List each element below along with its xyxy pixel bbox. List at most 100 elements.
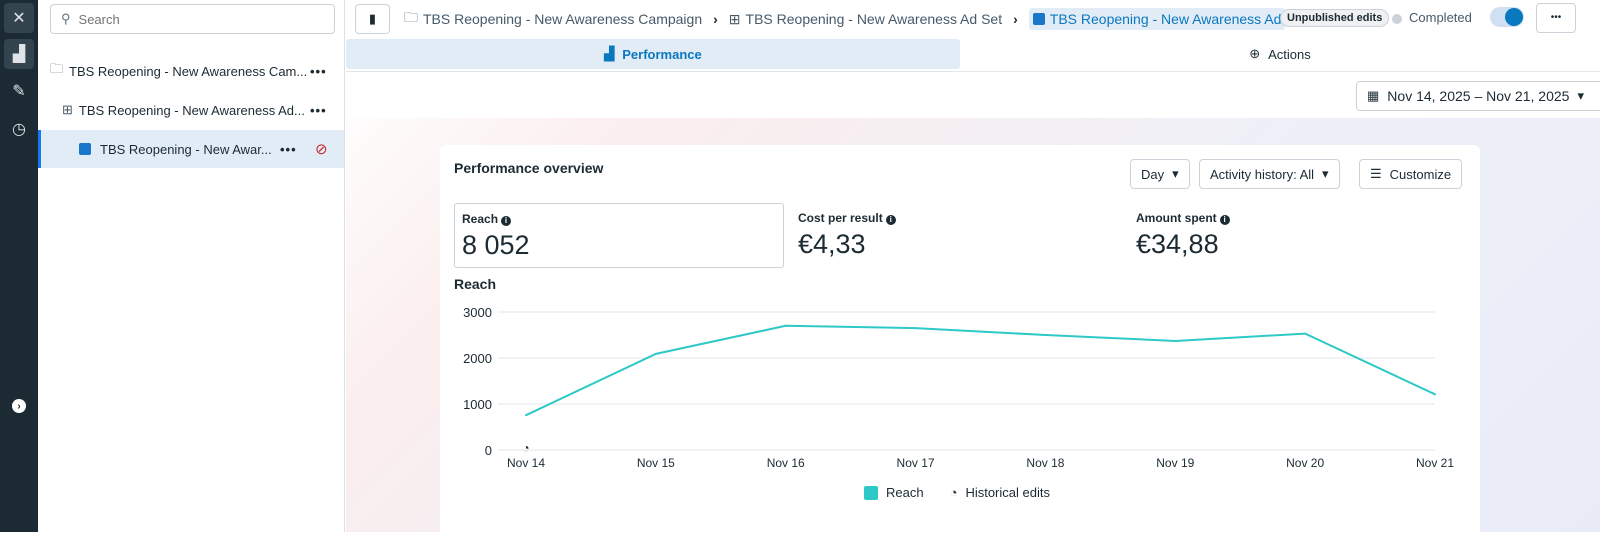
reach-point [1434, 393, 1436, 396]
metric-reach[interactable]: Reach i 8 052 [454, 203, 784, 268]
more-options-button[interactable]: ••• [280, 141, 297, 157]
tree-item-label: TBS Reopening - New Awareness Cam... [69, 63, 308, 79]
customize-icon: ☰ [1370, 166, 1382, 181]
chart-title: Reach [454, 276, 497, 292]
x-tick-label: Nov 18 [1026, 456, 1064, 470]
legend-swatch-reach [864, 485, 878, 500]
button-label: Customize [1389, 166, 1452, 182]
left-rail: ✕ ▟ ✎ ◷ › [0, 0, 38, 532]
legend-label: Reach [886, 485, 924, 500]
prohibited-icon: ⊘ [315, 141, 328, 158]
info-icon: i [1219, 215, 1230, 225]
toggle-sidebar-button[interactable]: ▮ [355, 4, 390, 34]
breadcrumb-ad[interactable]: TBS Reopening - New Awareness Ad [1028, 8, 1286, 30]
reach-point [1174, 339, 1177, 342]
metric-cost-per-result[interactable]: Cost per result i €4,33 [798, 211, 896, 260]
metric-value: €34,88 [1136, 229, 1219, 259]
y-tick-label: 3000 [463, 305, 492, 320]
y-tick-label: 2000 [463, 351, 492, 366]
clock-icon[interactable]: ◷ [12, 121, 26, 138]
top-bar: ▮ 🗀 TBS Reopening - New Awareness Campai… [346, 0, 1600, 38]
tab-performance[interactable]: ▟ Performance [346, 39, 960, 69]
info-icon: i [885, 215, 896, 225]
reach-point [1304, 332, 1307, 335]
ad-icon [1032, 13, 1045, 25]
legend-label: Historical edits [965, 485, 1050, 500]
reach-chart: 0 1000 2000 3000 Nov 14 Nov 15 Nov 16 Nov 17 Nov… [463, 305, 1454, 470]
tab-bar: ▟ Performance ⊕ Actions [346, 38, 1600, 72]
more-button[interactable]: ••• [1536, 3, 1576, 33]
reach-point [914, 327, 917, 330]
x-tick-label: Nov 17 [897, 456, 935, 470]
date-range-picker[interactable]: ▦ Nov 14, 2025 – Nov 21, 2025 ▾ [1356, 81, 1600, 111]
chart-legend: Reach ◔ Historical edits [864, 485, 1050, 500]
pencil-icon[interactable]: ✎ [12, 83, 26, 100]
tree-item-label: TBS Reopening - New Awareness Ad... [78, 102, 305, 118]
date-range-label: Nov 14, 2025 – Nov 21, 2025 [1387, 88, 1570, 104]
status-dot-icon [1392, 14, 1402, 24]
x-tick-label: Nov 15 [637, 456, 675, 470]
tab-label: Performance [622, 46, 702, 62]
bar-chart-icon: ▟ [604, 46, 615, 61]
caret-down-icon: ▾ [1577, 88, 1584, 103]
reach-line [525, 324, 1436, 417]
historical-edits-icon: ◔ [949, 485, 958, 500]
y-tick-label: 1000 [463, 397, 492, 412]
x-tick-label: Nov 19 [1156, 456, 1194, 470]
tab-label: Actions [1268, 46, 1311, 62]
dropdown-label: Activity history: All [1210, 166, 1315, 182]
metric-value: €4,33 [798, 229, 866, 259]
breadcrumb: 🗀 TBS Reopening - New Awareness Campaign… [404, 7, 1286, 31]
metric-label: Cost per result [798, 211, 883, 225]
status-label: Completed [1409, 10, 1472, 25]
metric-amount-spent[interactable]: Amount spent i €34,88 [1136, 211, 1230, 260]
chevron-right-icon: › [1013, 11, 1018, 27]
breadcrumb-campaign[interactable]: TBS Reopening - New Awareness Campaign [423, 11, 703, 27]
search-field[interactable]: ⚲ [50, 4, 335, 34]
granularity-dropdown[interactable]: Day ▾ [1130, 159, 1190, 189]
metric-value: 8 052 [462, 230, 530, 260]
grid-icon: ⊞ [62, 102, 73, 117]
historical-edit-marker-icon: ◔ [522, 441, 529, 455]
reach-point [1044, 334, 1047, 336]
y-tick-label: 0 [485, 443, 492, 458]
search-icon: ⚲ [61, 11, 71, 26]
caret-down-icon: ▾ [1322, 166, 1329, 181]
search-input[interactable] [78, 11, 299, 27]
ad-icon [79, 143, 91, 155]
card-title: Performance overview [454, 160, 604, 176]
reach-point [525, 414, 527, 417]
x-tick-label: Nov 20 [1286, 456, 1324, 470]
breadcrumb-ad-label: TBS Reopening - New Awareness Ad [1049, 11, 1282, 27]
calendar-icon: ▦ [1367, 88, 1380, 103]
folder-icon: 🗀 [404, 9, 418, 25]
customize-button[interactable]: ☰ Customize [1359, 159, 1463, 189]
x-tick-label: Nov 16 [767, 456, 805, 470]
expand-chevron-icon[interactable]: › [4, 391, 34, 421]
reach-point [784, 324, 787, 327]
unpublished-edits-badge: Unpublished edits [1280, 9, 1390, 27]
close-icon[interactable]: ✕ [4, 3, 34, 33]
dropdown-label: Day [1141, 166, 1165, 182]
chevron-right-icon: › [713, 11, 718, 27]
more-options-button[interactable]: ••• [310, 63, 327, 79]
sidebar: ⚲ 🗀 TBS Reopening - New Awareness Cam...… [38, 0, 345, 532]
x-tick-label: Nov 21 [1416, 456, 1454, 470]
folder-icon: 🗀 [50, 61, 64, 76]
tree-item-ad-set[interactable]: ⊞ TBS Reopening - New Awareness Ad... ••… [38, 91, 344, 129]
tree-item-ad[interactable]: TBS Reopening - New Awar... ••• ⊘ [38, 130, 344, 168]
tree-item-campaign[interactable]: 🗀 TBS Reopening - New Awareness Cam... •… [38, 52, 344, 90]
performance-card: Performance overview Day ▾ Activity histo… [440, 145, 1480, 545]
tab-actions[interactable]: ⊕ Actions [960, 39, 1600, 69]
breadcrumb-ad-set[interactable]: TBS Reopening - New Awareness Ad Set [745, 11, 1003, 27]
x-tick-label: Nov 14 [507, 456, 545, 470]
metric-label: Amount spent [1136, 211, 1217, 225]
tree-item-label: TBS Reopening - New Awar... [100, 141, 272, 157]
status-toggle[interactable] [1490, 7, 1524, 27]
info-icon: i [501, 216, 512, 226]
caret-down-icon: ▾ [1172, 166, 1179, 181]
activity-history-dropdown[interactable]: Activity history: All ▾ [1199, 159, 1340, 189]
performance-chart-icon[interactable]: ▟ [4, 39, 34, 69]
arrow-up-circle-icon: ⊕ [1249, 46, 1261, 61]
more-options-button[interactable]: ••• [310, 102, 327, 118]
